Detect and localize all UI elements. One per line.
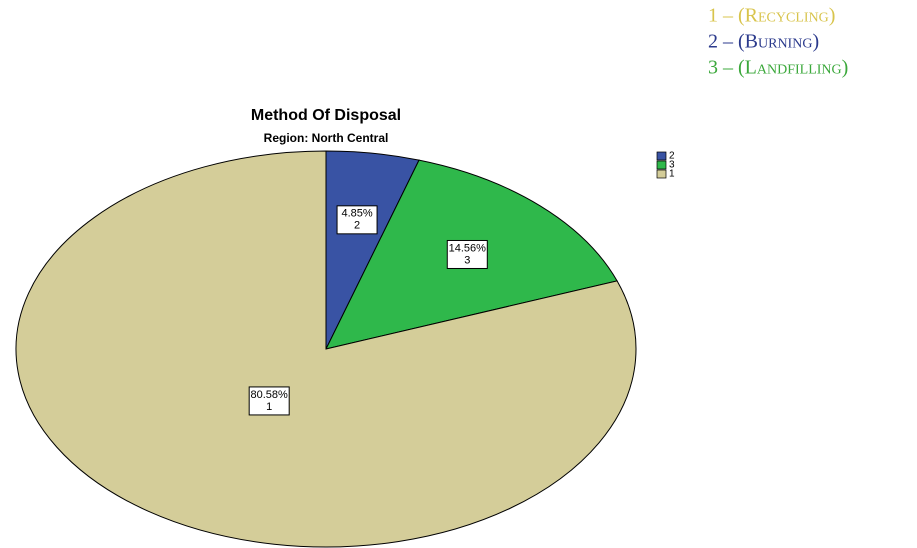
- data-label-category: 2: [354, 220, 360, 232]
- data-label: 4.85%: [341, 208, 372, 220]
- data-label-box: [248, 386, 290, 416]
- data-label-category: 3: [464, 254, 470, 266]
- data-label: 80.58%: [251, 389, 289, 401]
- annotation: 3 – (Landfilling): [708, 57, 848, 79]
- chart-subtitle: Region: North Central: [264, 131, 389, 145]
- legend-swatch: [656, 169, 667, 179]
- data-label: 14.56%: [449, 242, 487, 254]
- annotation: 2 – (Burning): [708, 31, 819, 53]
- data-label-category: 1: [266, 401, 272, 413]
- legend-label: 2: [669, 151, 675, 162]
- data-label-box: [336, 205, 378, 235]
- pie-slice: [15, 150, 637, 548]
- chart-title: Method Of Disposal: [251, 107, 401, 124]
- legend-swatch: [656, 160, 667, 170]
- legend-swatch: [656, 151, 667, 161]
- legend-label: 3: [669, 160, 675, 171]
- data-label-box: [446, 239, 488, 269]
- legend-label: 1: [669, 169, 675, 180]
- annotation: 1 – (Recycling): [708, 5, 835, 27]
